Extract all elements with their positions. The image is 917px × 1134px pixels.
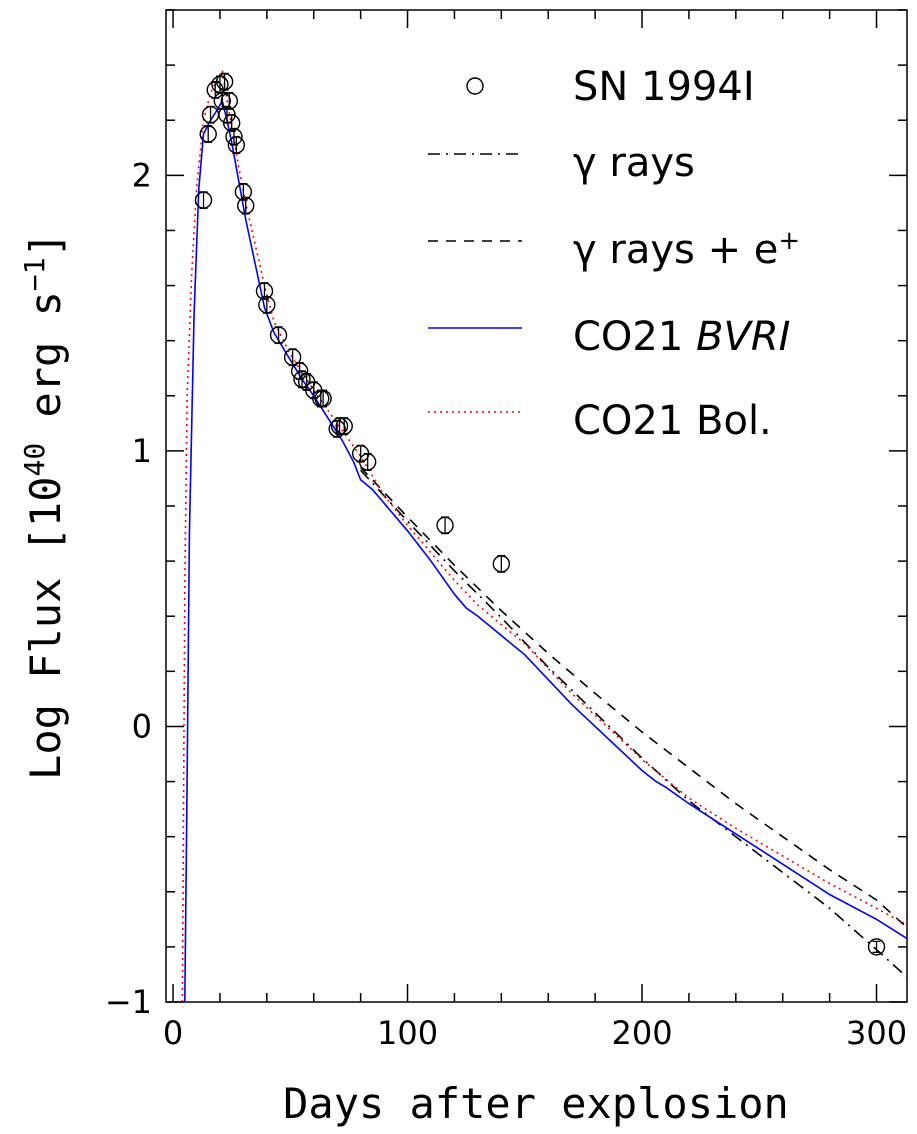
observations-layer <box>194 72 886 956</box>
legend-entry-bol: CO21 Bol. <box>428 398 772 444</box>
x-tick-label: 0 <box>163 1014 183 1052</box>
tick-labels: 0 100 200 300 −1 0 1 2 <box>105 156 907 1052</box>
legend-entry-gamma: γ rays <box>428 140 695 186</box>
data-point <box>194 191 213 210</box>
data-point <box>237 196 255 215</box>
y-tick-label: 1 <box>132 432 152 470</box>
legend-label: CO21 BVRI <box>573 314 790 360</box>
y-tick-label: 2 <box>132 156 152 194</box>
plot-frame <box>165 9 908 1003</box>
y-tick-label: −1 <box>105 983 152 1021</box>
x-axis-title: Days after explosion <box>283 1079 789 1128</box>
legend-label: SN 1994I <box>573 64 755 110</box>
legend-marker <box>466 77 484 95</box>
legend: SN 1994I γ rays γ rays + e+ CO21 BVRI CO21 B… <box>428 64 800 444</box>
legend-label: γ rays <box>573 140 695 186</box>
y-tick-label: 0 <box>132 707 152 745</box>
data-point <box>335 417 353 436</box>
series-line-gamma <box>360 469 908 978</box>
legend-entry-obs: SN 1994I <box>466 64 755 110</box>
data-point <box>436 516 454 535</box>
data-point <box>269 326 288 345</box>
series-line-gamma_e <box>360 466 908 929</box>
series-line-bol <box>181 68 908 1003</box>
data-point <box>314 389 332 408</box>
x-tick-label: 200 <box>611 1014 672 1052</box>
legend-label: CO21 Bol. <box>573 398 772 444</box>
y-axis-title: Log Flux [1040 erg s−1] <box>18 232 70 780</box>
data-point <box>258 295 276 314</box>
data-point <box>358 452 377 471</box>
x-tick-label: 300 <box>846 1014 907 1052</box>
legend-entry-bvri: CO21 BVRI <box>428 314 790 360</box>
series-line-bvri <box>184 98 908 1003</box>
legend-label: γ rays + e+ <box>573 226 800 273</box>
series-layer <box>181 68 908 1003</box>
data-point <box>220 92 239 110</box>
data-point <box>199 125 217 143</box>
data-point <box>215 72 234 91</box>
data-point <box>293 370 311 389</box>
x-tick-label: 100 <box>377 1014 438 1052</box>
legend-entry-gamma_e: γ rays + e+ <box>428 226 800 273</box>
data-point <box>492 554 511 573</box>
data-point <box>283 348 302 367</box>
data-point <box>867 938 886 956</box>
axis-ticks <box>166 9 907 1003</box>
data-point <box>227 136 246 154</box>
